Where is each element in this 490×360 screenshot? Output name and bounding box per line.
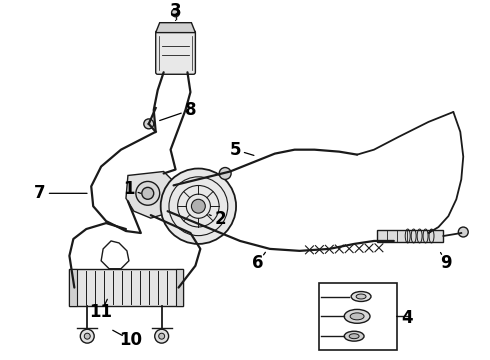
Text: 2: 2 xyxy=(215,210,226,228)
Text: 3: 3 xyxy=(170,2,181,20)
Polygon shape xyxy=(126,171,175,218)
Text: 8: 8 xyxy=(185,101,196,119)
Circle shape xyxy=(159,333,165,339)
Bar xyxy=(70,269,77,306)
Bar xyxy=(175,269,183,306)
Circle shape xyxy=(161,168,236,244)
Ellipse shape xyxy=(356,294,366,299)
Text: 4: 4 xyxy=(401,309,413,327)
Text: 6: 6 xyxy=(252,254,264,272)
Circle shape xyxy=(144,119,154,129)
Ellipse shape xyxy=(344,331,364,341)
Circle shape xyxy=(219,167,231,179)
Circle shape xyxy=(84,333,90,339)
Circle shape xyxy=(192,199,205,213)
Ellipse shape xyxy=(351,292,371,301)
Text: 10: 10 xyxy=(120,331,143,349)
Ellipse shape xyxy=(350,313,364,320)
Bar xyxy=(319,283,397,350)
Bar xyxy=(377,230,443,242)
Circle shape xyxy=(80,329,94,343)
Text: 5: 5 xyxy=(229,141,241,159)
Circle shape xyxy=(155,329,169,343)
Ellipse shape xyxy=(349,334,359,339)
Polygon shape xyxy=(156,23,196,33)
Circle shape xyxy=(142,187,154,199)
Text: 1: 1 xyxy=(123,180,135,198)
Text: 11: 11 xyxy=(90,303,113,321)
Circle shape xyxy=(458,227,468,237)
FancyBboxPatch shape xyxy=(156,31,196,74)
Text: 7: 7 xyxy=(34,184,46,202)
Bar xyxy=(70,269,183,306)
Text: 9: 9 xyxy=(441,254,452,272)
Ellipse shape xyxy=(344,309,370,323)
Circle shape xyxy=(136,181,160,205)
Circle shape xyxy=(172,9,179,17)
